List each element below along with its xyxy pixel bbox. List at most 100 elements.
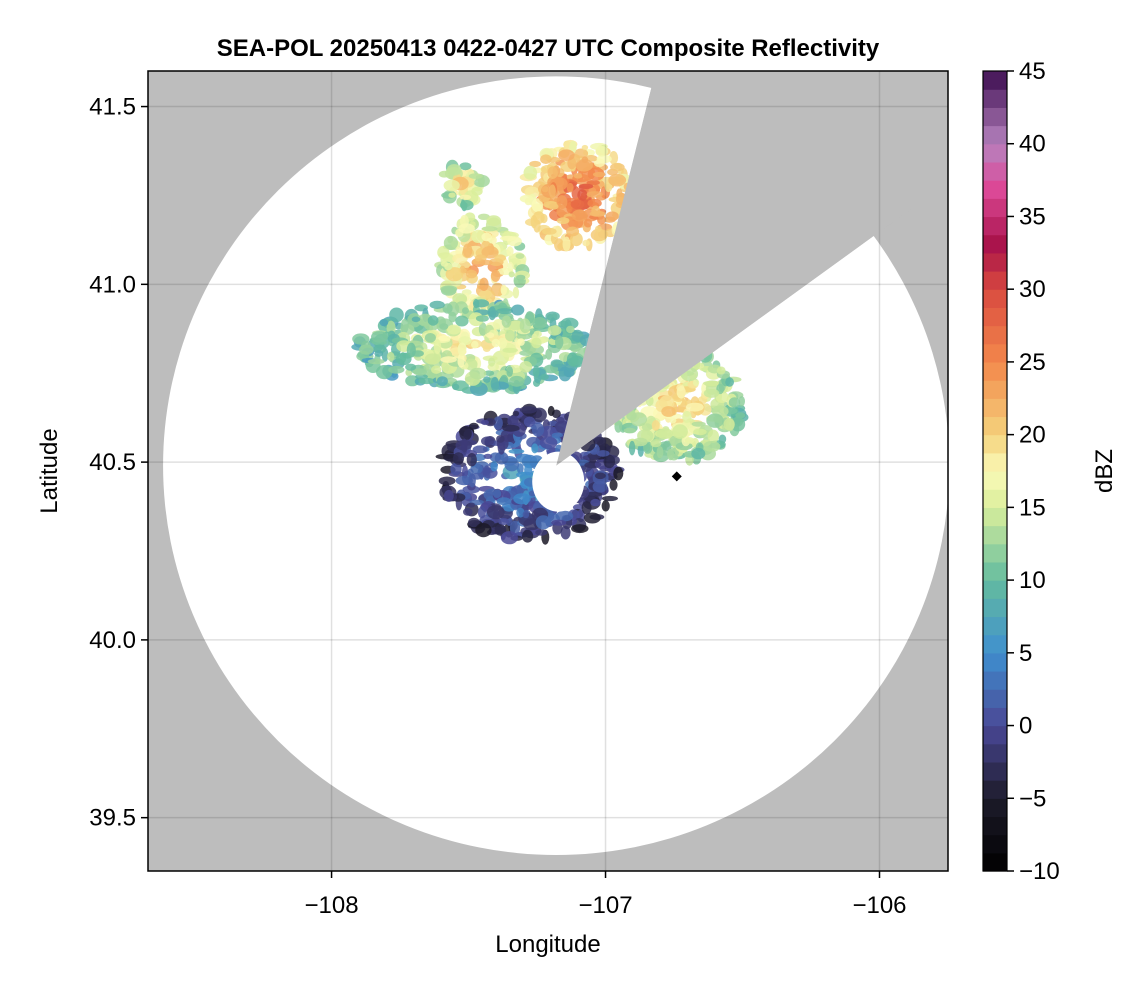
echo-cell	[529, 160, 541, 168]
echo-cell	[438, 335, 451, 342]
echo-cell	[461, 438, 468, 453]
echo-cell	[486, 332, 495, 339]
echo-cell	[500, 235, 517, 241]
echo-cell	[583, 512, 601, 524]
echo-cell	[533, 330, 542, 338]
echo-cell	[577, 189, 588, 201]
echo-cell	[388, 365, 405, 374]
colorbar-cell	[983, 234, 1007, 254]
echo-cell	[389, 307, 404, 323]
echo-cell	[641, 423, 653, 431]
echo-cell	[443, 489, 454, 502]
echo-cell	[630, 412, 647, 427]
echo-cell	[490, 269, 501, 282]
colorbar-cell	[983, 198, 1007, 218]
echo-cell	[571, 524, 589, 534]
colorbar-cell	[983, 125, 1007, 145]
echo-cell	[656, 428, 674, 440]
echo-cell	[575, 158, 593, 172]
echo-cell	[566, 352, 578, 367]
echo-cell	[374, 350, 384, 357]
echo-cell	[412, 368, 428, 376]
echo-cell	[676, 386, 686, 399]
echo-cell	[516, 274, 526, 281]
echo-cell	[507, 261, 514, 273]
echo-cell	[359, 344, 374, 355]
echo-cell	[570, 199, 585, 210]
colorbar-ticks: −10 −5 0 5 10 15 20 25 30 35 40 45	[1007, 58, 1060, 885]
echo-cell	[400, 319, 409, 334]
echo-cell	[502, 347, 518, 353]
echo-cell	[459, 194, 472, 200]
echo-cell	[547, 405, 555, 417]
echo-cell	[431, 365, 442, 374]
x-tick-label: −106	[852, 892, 906, 919]
echo-cell	[595, 225, 602, 233]
echo-cell	[516, 507, 525, 518]
echo-cell	[667, 448, 675, 461]
colorbar-cell	[983, 343, 1007, 363]
colorbar-cell	[983, 452, 1007, 472]
colorbar-cell	[983, 361, 1007, 381]
echo-cell	[440, 356, 457, 363]
echo-cell	[443, 235, 458, 250]
colorbar-cell	[983, 107, 1007, 127]
echo-cell	[411, 316, 421, 323]
echo-cell	[531, 422, 545, 437]
y-axis-label: Latitude	[36, 428, 63, 513]
x-tick-label: −107	[579, 892, 633, 919]
echo-cell	[672, 424, 688, 439]
echo-cell	[532, 365, 540, 378]
colorbar-tick-label: 5	[1019, 640, 1032, 667]
echo-cell	[562, 236, 571, 252]
echo-cell	[486, 505, 505, 520]
echo-cell	[429, 300, 445, 309]
colorbar-cell	[983, 543, 1007, 563]
echo-cell	[496, 497, 512, 506]
echo-cell	[506, 366, 513, 377]
echo-cell	[569, 140, 577, 154]
colorbar-cell	[983, 180, 1007, 199]
echo-cell	[508, 375, 525, 387]
echo-cell	[406, 342, 416, 358]
echo-cell	[519, 406, 538, 414]
colorbar-tick-label: 25	[1019, 349, 1046, 376]
colorbar-cell	[983, 761, 1007, 781]
echo-cell	[468, 473, 476, 488]
colorbar-cell	[983, 707, 1007, 727]
colorbar-cells	[983, 71, 1007, 872]
echo-cell	[367, 358, 385, 365]
echo-cell	[471, 229, 486, 243]
echo-cell	[498, 337, 508, 349]
echo-cell	[502, 424, 520, 432]
echo-cell	[486, 215, 502, 227]
echo-cell	[485, 490, 495, 497]
colorbar-cell	[983, 398, 1007, 418]
echo-cell	[685, 402, 704, 412]
plot-area: −108 −107 −106 39.5 40.0 40.5 41.0 41.5	[89, 70, 949, 919]
echo-cell	[483, 376, 491, 383]
echo-cell	[541, 186, 549, 193]
echo-cell	[453, 452, 464, 465]
echo-cell	[547, 166, 558, 179]
colorbar-cell	[983, 89, 1007, 108]
echo-cell	[481, 232, 493, 242]
echo-cell	[438, 476, 456, 486]
echo-cell	[555, 335, 564, 350]
echo-cell	[494, 524, 507, 536]
echo-cell	[566, 226, 580, 237]
echo-cell	[558, 149, 575, 161]
echo-cell	[691, 421, 706, 427]
colorbar-cell	[983, 689, 1007, 708]
echo-cell	[446, 324, 462, 335]
echo-cell	[532, 317, 548, 329]
echo-cell	[493, 416, 503, 430]
echo-cell	[581, 501, 592, 515]
echo-cell	[452, 293, 468, 305]
echo-cell	[483, 465, 491, 476]
echo-cell	[405, 363, 417, 371]
echo-cell	[477, 506, 486, 519]
reflectivity-echoes	[351, 71, 948, 545]
colorbar-cell	[983, 580, 1007, 599]
